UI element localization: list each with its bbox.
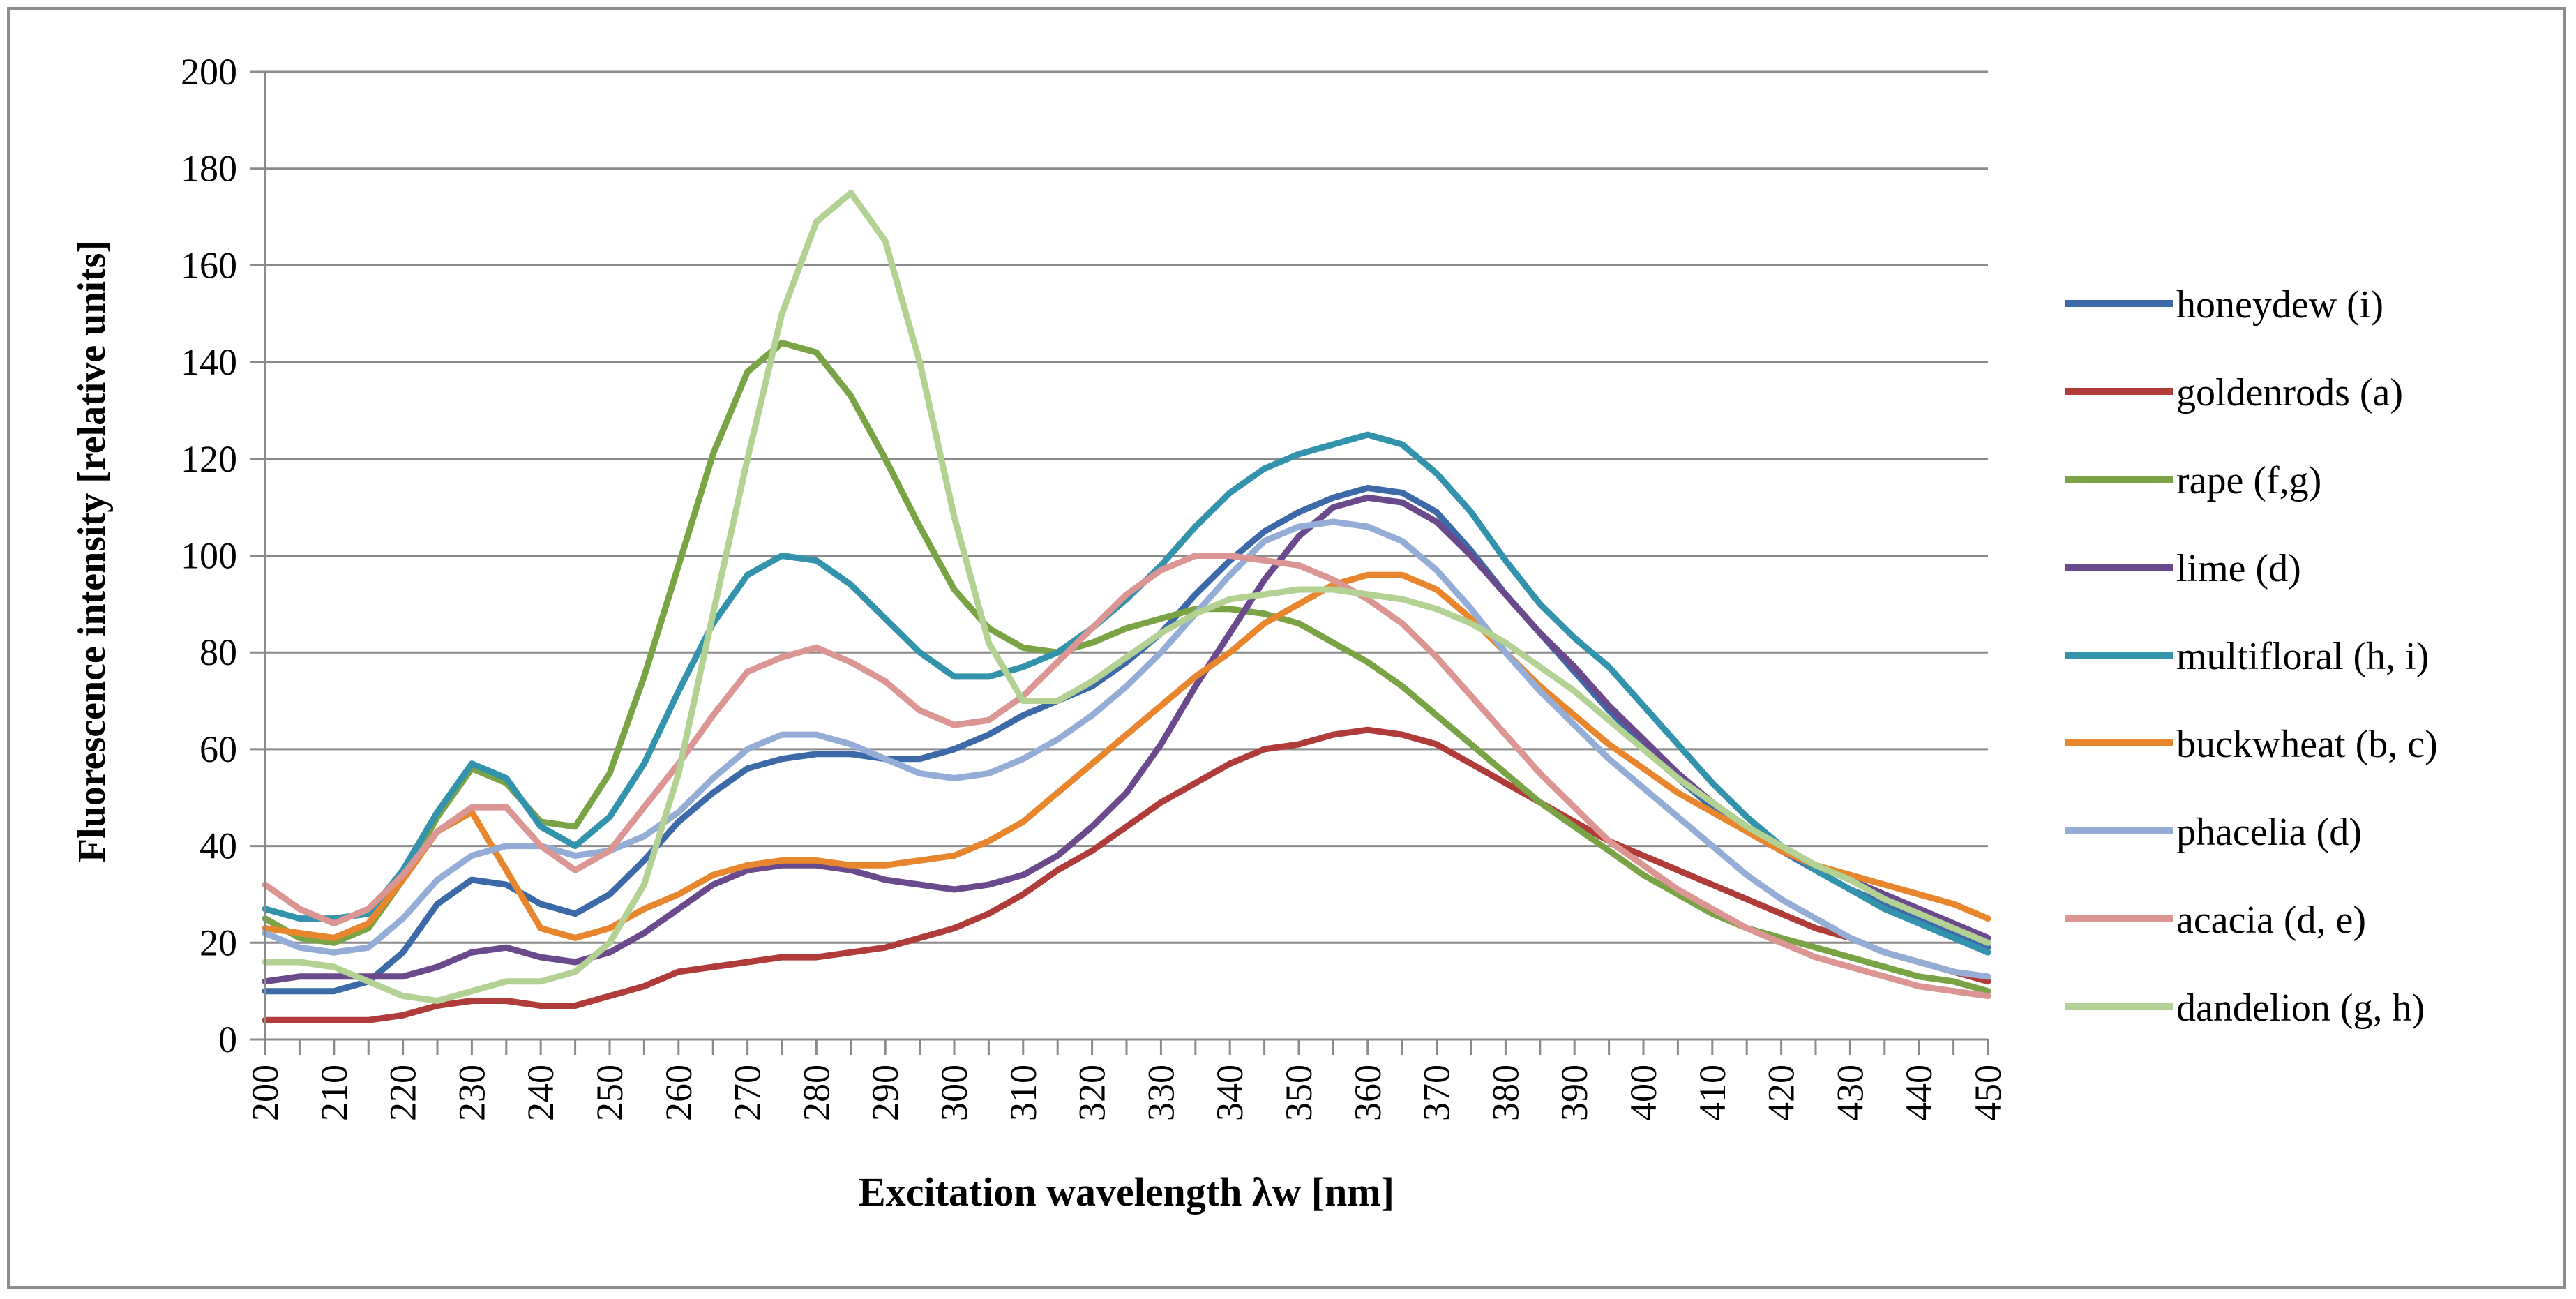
legend-label: phacelia (d) <box>2176 811 2362 854</box>
x-tick-label: 440 <box>1898 1065 1940 1121</box>
x-tick-label: 200 <box>244 1065 286 1121</box>
x-tick-label: 230 <box>451 1065 492 1121</box>
y-tick-label: 200 <box>181 51 237 93</box>
series-lines <box>262 189 1991 1023</box>
legend-label: acacia (d, e) <box>2176 899 2366 942</box>
legend-label: dandelion (g, h) <box>2176 986 2425 1030</box>
y-tick-label: 120 <box>181 438 237 480</box>
y-tick-labels: 0 20 40 60 80 100 120 140 160 180 200 <box>181 51 237 1060</box>
y-tick-label: 60 <box>199 728 237 770</box>
x-tick-label: 390 <box>1553 1065 1595 1121</box>
y-tick-label: 100 <box>181 535 237 577</box>
y-tick-label: 80 <box>199 631 237 673</box>
legend-label: rape (f,g) <box>2176 459 2321 502</box>
x-tick-label: 410 <box>1692 1065 1733 1121</box>
y-tick-label: 40 <box>199 825 237 867</box>
x-tick-label: 380 <box>1484 1065 1526 1121</box>
x-tick-label: 320 <box>1071 1065 1113 1121</box>
x-tick-label: 300 <box>933 1065 975 1121</box>
chart-frame <box>7 7 2566 1289</box>
x-tick-label: 360 <box>1347 1065 1389 1121</box>
x-tick-label: 310 <box>1002 1065 1044 1121</box>
legend-label: goldenrods (a) <box>2176 371 2403 414</box>
x-tick-label: 270 <box>727 1065 769 1121</box>
legend-label: multifloral (h, i) <box>2176 635 2429 678</box>
series-line-5 <box>262 571 1991 941</box>
x-tick-label: 240 <box>520 1065 562 1121</box>
series-line-3 <box>262 494 1991 985</box>
legend-label: lime (d) <box>2176 547 2301 590</box>
y-tick-label: 20 <box>199 922 237 963</box>
x-tick-label: 260 <box>658 1065 700 1121</box>
x-tick-label: 290 <box>864 1065 906 1121</box>
y-tick-label: 140 <box>181 341 237 383</box>
x-tick-label: 420 <box>1761 1065 1802 1121</box>
series-line-6 <box>262 518 1991 980</box>
legend: honeydew (i) goldenrods (a) rape (f,g) lime… <box>2065 283 2438 1030</box>
series-line-2 <box>262 339 1991 995</box>
y-tick-label: 160 <box>181 244 237 286</box>
axes <box>250 70 1989 1055</box>
series-line-7 <box>262 553 1991 1000</box>
x-tick-label: 430 <box>1829 1065 1871 1121</box>
x-tick-label: 250 <box>589 1065 631 1121</box>
y-tick-label: 0 <box>218 1019 237 1060</box>
y-axis-title: Fluorescence intensity [relative units] <box>70 240 114 862</box>
x-tick-label: 210 <box>313 1065 355 1121</box>
x-tick-label: 450 <box>1967 1065 2009 1121</box>
x-tick-label: 220 <box>382 1065 424 1121</box>
series-line-1 <box>262 726 1991 1023</box>
y-tick-label: 180 <box>181 148 237 190</box>
x-axis-title: Excitation wavelength λw [nm] <box>859 1169 1394 1215</box>
legend-label: honeydew (i) <box>2176 283 2383 326</box>
x-tick-label: 350 <box>1278 1065 1320 1121</box>
series-line-4 <box>262 431 1991 956</box>
x-tick-label: 330 <box>1140 1065 1182 1121</box>
series-line-8 <box>262 189 1991 1004</box>
x-tick-labels: 200 210 220 230 240 250 260 270 280 290 300 310 320 3… <box>244 1065 2009 1121</box>
x-tick-label: 370 <box>1416 1065 1458 1121</box>
legend-label: buckwheat (b, c) <box>2176 723 2438 766</box>
x-tick-label: 400 <box>1622 1065 1664 1121</box>
x-tick-label: 280 <box>795 1065 837 1121</box>
x-tick-label: 340 <box>1209 1065 1251 1121</box>
